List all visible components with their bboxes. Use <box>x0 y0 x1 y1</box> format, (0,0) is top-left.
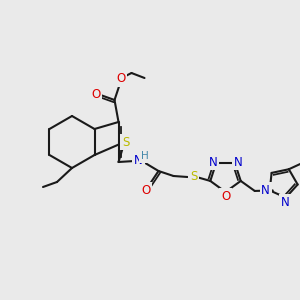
Text: N: N <box>209 156 218 169</box>
Text: S: S <box>190 170 197 184</box>
Text: H: H <box>141 151 148 161</box>
Text: O: O <box>116 73 125 85</box>
Text: N: N <box>233 156 242 169</box>
Text: N: N <box>261 184 270 197</box>
Text: N: N <box>134 154 143 166</box>
Text: N: N <box>280 196 289 209</box>
Text: O: O <box>141 184 150 196</box>
Text: O: O <box>91 88 100 100</box>
Text: O: O <box>221 190 230 202</box>
Text: S: S <box>122 136 129 148</box>
